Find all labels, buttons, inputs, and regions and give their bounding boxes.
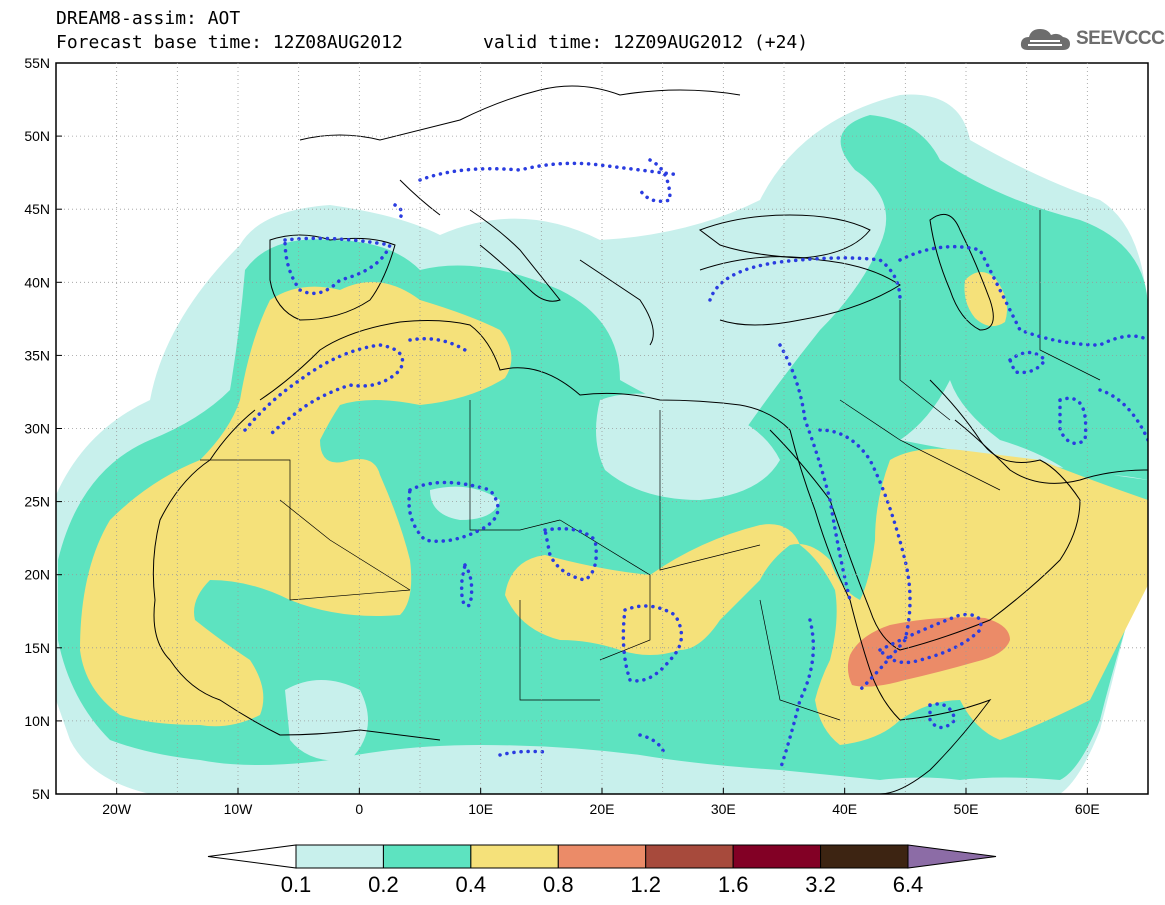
seevccc-logo: SEEVCCC: [1018, 24, 1165, 56]
contour-arabia: [818, 428, 912, 692]
forecast-base-time: Forecast base time: 12Z08AUG2012: [56, 32, 403, 53]
border-mali: [200, 459, 411, 601]
colorbar-box: [820, 844, 909, 869]
lat-label: 45N: [24, 201, 50, 217]
lat-label: 5N: [32, 786, 50, 802]
contour-yemen: [878, 612, 983, 665]
border-central-asia: [1039, 210, 1101, 381]
cloud-icon: [1020, 29, 1070, 50]
contour-pakistan: [1098, 388, 1148, 442]
contour-europe: [418, 161, 682, 182]
contour-sahara-2: [459, 560, 474, 608]
coast-greece-turkey: [579, 256, 901, 346]
colorbar-box: [645, 844, 734, 869]
lat-label: 25N: [24, 494, 50, 510]
colorbar-box: [557, 844, 647, 869]
logo-text: SEEVCCC: [1076, 28, 1165, 49]
lat-label: 10N: [24, 713, 50, 729]
contour-balkans: [638, 158, 672, 203]
contour-france: [393, 203, 404, 220]
lon-label: 10W: [224, 801, 254, 817]
dotted-contours: [243, 158, 1148, 772]
colorbar-label: 1.2: [630, 872, 661, 897]
contour-south-2: [498, 749, 547, 757]
colorbar-arrow-low: [207, 844, 297, 869]
lon-label: 0: [355, 801, 363, 817]
border-nigeria: [519, 600, 600, 701]
contour-iran: [898, 244, 1148, 347]
aot-band-0.1-south: [285, 680, 368, 761]
contour-chad: [621, 604, 684, 683]
colorbar-label: 0.4: [456, 872, 487, 897]
colorbar-label: 0.1: [281, 872, 312, 897]
colorbar-label: 3.2: [805, 872, 836, 897]
coast-europe: [299, 85, 741, 216]
country-borders: [200, 210, 1101, 721]
colorbar-label: 6.4: [893, 872, 924, 897]
lat-label: 55N: [24, 55, 50, 71]
border-libya: [469, 400, 561, 531]
colorbar-box: [470, 844, 559, 869]
colorbar-box: [732, 844, 822, 869]
aot-band-0.4-west: [80, 282, 512, 727]
coast-caspian: [929, 213, 994, 331]
contour-iran-2: [1007, 350, 1048, 375]
border-saudi: [839, 399, 1001, 491]
border-iraq-iran: [899, 300, 951, 421]
aot-band-0.1-hole-2: [430, 486, 500, 520]
lat-label: 30N: [24, 421, 50, 437]
contour-ethiopia: [778, 618, 816, 772]
coast-black-sea: [698, 214, 871, 259]
lon-label: 20W: [102, 801, 132, 817]
aot-band-0.4-east: [505, 448, 1148, 745]
border-chad: [559, 519, 651, 661]
border-egypt-sudan: [659, 410, 761, 571]
lon-label: 40E: [832, 801, 857, 817]
border-ethiopia: [759, 599, 841, 721]
colorbar-box: [382, 844, 472, 869]
lat-label: 50N: [24, 128, 50, 144]
contour-red-sea: [778, 343, 852, 602]
lat-label: 35N: [24, 347, 50, 363]
latitude-labels: 55N 50N 45N 40N 35N 30N 25N 20N 15N 10N 5N: [24, 55, 62, 802]
colorbar-boxes: [207, 844, 997, 869]
longitude-labels: 20W 10W 0 10E 20E 30E 40E 50E 60E: [102, 788, 1100, 817]
lon-label: 20E: [590, 801, 615, 817]
lat-label: 40N: [24, 274, 50, 290]
colorbar-label: 0.8: [543, 872, 574, 897]
contour-morocco: [243, 343, 405, 437]
colorbar-box: [295, 844, 384, 869]
border-algeria-mali: [279, 499, 411, 591]
coastlines: [152, 85, 1148, 794]
contour-somalia: [928, 702, 957, 730]
valid-time: valid time: 12Z09AUG2012 (+24): [483, 32, 809, 53]
lat-label: 15N: [24, 640, 50, 656]
coast-somalia: [879, 698, 992, 794]
colorbar-label: 0.2: [368, 872, 399, 897]
lon-label: 60E: [1075, 801, 1100, 817]
coast-north-africa: [259, 320, 791, 431]
lat-label: 20N: [24, 567, 50, 583]
coast-italy: [469, 209, 561, 302]
contour-afghan: [1058, 396, 1088, 446]
lon-label: 30E: [711, 801, 736, 817]
colorbar-label: 1.6: [718, 872, 749, 897]
colorbar-labels: 0.1 0.2 0.4 0.8 1.2 1.6 3.2 6.4: [281, 872, 924, 897]
lon-label: 10E: [468, 801, 493, 817]
coast-arabia: [769, 379, 1081, 651]
coast-gulf: [954, 419, 1148, 484]
colorbar-arrow-high: [907, 844, 997, 869]
contour-algeria: [408, 337, 467, 352]
map-title: DREAM8-assim: AOT: [56, 8, 241, 29]
aot-band-0.1-hole: [596, 393, 780, 500]
coast-red-sea-west: [789, 429, 901, 721]
aot-band-0.8: [847, 617, 1010, 687]
coast-west-africa: [152, 409, 441, 741]
lon-label: 50E: [954, 801, 979, 817]
contour-iberia: [283, 236, 393, 296]
contour-turkey: [708, 256, 902, 302]
